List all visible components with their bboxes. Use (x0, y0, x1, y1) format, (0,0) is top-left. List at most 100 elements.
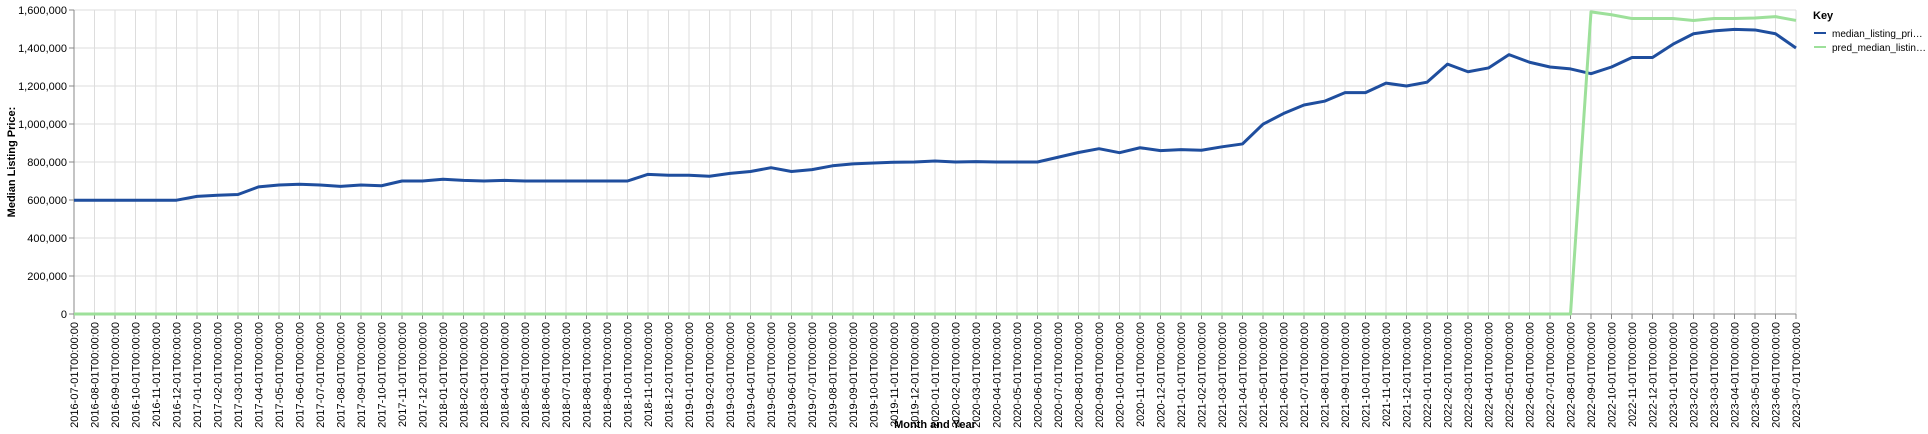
x-tick-label: 2021-05-01T00:00:00 (1258, 322, 1270, 428)
x-tick-label: 2023-07-01T00:00:00 (1791, 322, 1803, 428)
x-tick-label: 2017-07-01T00:00:00 (315, 322, 327, 428)
x-tick-label: 2019-05-01T00:00:00 (766, 322, 778, 428)
x-tick-label: 2017-02-01T00:00:00 (213, 322, 225, 428)
x-tick-label: 2018-11-01T00:00:00 (643, 322, 655, 427)
x-tick-label: 2018-06-01T00:00:00 (541, 322, 553, 428)
x-tick-label: 2017-12-01T00:00:00 (418, 322, 430, 428)
x-tick-label: 2019-07-01T00:00:00 (807, 322, 819, 428)
x-tick-label: 2020-12-01T00:00:00 (1156, 322, 1168, 428)
legend: Key median_listing_pri… pred_median_listi… (1813, 10, 1926, 54)
x-tick-label: 2023-04-01T00:00:00 (1730, 322, 1742, 428)
x-tick-label: 2020-08-01T00:00:00 (1074, 322, 1086, 428)
x-tick-label: 2022-07-01T00:00:00 (1545, 322, 1557, 428)
gridlines (73, 9, 1797, 315)
x-tick-label: 2021-06-01T00:00:00 (1279, 322, 1291, 428)
x-tick-label: 2018-03-01T00:00:00 (479, 322, 491, 428)
x-tick-label: 2022-12-01T00:00:00 (1648, 322, 1660, 428)
x-tick-label: 2023-01-01T00:00:00 (1668, 322, 1680, 428)
x-tick-label: 2020-11-01T00:00:00 (1135, 322, 1147, 427)
x-tick-label: 2020-07-01T00:00:00 (1053, 322, 1065, 428)
y-tick-label: 1,600,000 (18, 5, 67, 17)
x-tick-label: 2022-04-01T00:00:00 (1484, 322, 1496, 428)
x-tick-label: 2020-02-01T00:00:00 (951, 322, 963, 428)
x-tick-label: 2017-10-01T00:00:00 (377, 322, 389, 428)
y-tick-label: 400,000 (27, 233, 67, 245)
legend-title: Key (1813, 10, 1834, 22)
x-tick-label: 2021-09-01T00:00:00 (1340, 322, 1352, 428)
x-tick-label: 2022-01-01T00:00:00 (1422, 322, 1434, 428)
x-tick-label: 2023-02-01T00:00:00 (1689, 322, 1701, 428)
x-tick-label: 2020-10-01T00:00:00 (1115, 322, 1127, 428)
x-tick-label: 2016-11-01T00:00:00 (151, 322, 163, 427)
x-tick-label: 2019-12-01T00:00:00 (910, 322, 922, 428)
x-tick-label: 2017-04-01T00:00:00 (254, 322, 266, 428)
x-tick-label: 2022-08-01T00:00:00 (1566, 322, 1578, 428)
x-tick-label: 2018-10-01T00:00:00 (623, 322, 635, 428)
x-axis-ticks: 2016-07-01T00:00:00 2016-08-01T00:00:00 20… (69, 314, 1803, 428)
x-tick-label: 2020-05-01T00:00:00 (1012, 322, 1024, 428)
x-tick-label: 2020-03-01T00:00:00 (971, 322, 983, 428)
x-tick-label: 2019-04-01T00:00:00 (746, 322, 758, 428)
x-tick-label: 2019-09-01T00:00:00 (848, 322, 860, 428)
x-tick-label: 2022-10-01T00:00:00 (1607, 322, 1619, 428)
x-tick-label: 2023-03-01T00:00:00 (1709, 322, 1721, 428)
x-tick-label: 2016-09-01T00:00:00 (110, 322, 122, 428)
series-line-1 (74, 10, 1797, 316)
y-tick-label: 1,400,000 (18, 43, 67, 55)
x-tick-label: 2019-06-01T00:00:00 (787, 322, 799, 428)
legend-label: pred_median_listin… (1832, 43, 1926, 54)
x-tick-label: 2023-06-01T00:00:00 (1771, 322, 1783, 428)
y-tick-label: 1,200,000 (18, 81, 67, 93)
x-tick-label: 2022-09-01T00:00:00 (1586, 322, 1598, 428)
x-tick-label: 2019-02-01T00:00:00 (705, 322, 717, 428)
series-line-0 (74, 27, 1797, 202)
x-tick-label: 2021-07-01T00:00:00 (1299, 322, 1311, 428)
x-tick-label: 2018-04-01T00:00:00 (500, 322, 512, 428)
x-tick-label: 2021-03-01T00:00:00 (1217, 322, 1229, 428)
x-axis-title: Month and Year (894, 419, 976, 431)
x-tick-label: 2017-01-01T00:00:00 (192, 322, 204, 428)
y-tick-label: 600,000 (27, 195, 67, 207)
x-tick-label: 2019-03-01T00:00:00 (725, 322, 737, 428)
x-tick-label: 2018-12-01T00:00:00 (664, 322, 676, 428)
x-tick-label: 2021-12-01T00:00:00 (1402, 322, 1414, 428)
x-tick-label: 2022-05-01T00:00:00 (1504, 322, 1516, 428)
x-tick-label: 2021-02-01T00:00:00 (1197, 322, 1209, 428)
x-tick-label: 2017-03-01T00:00:00 (233, 322, 245, 428)
x-tick-label: 2019-01-01T00:00:00 (684, 322, 696, 428)
x-tick-label: 2018-05-01T00:00:00 (520, 322, 532, 428)
y-axis-ticks: 0 200,000 400,000 600,000 800,000 1,000,000 1,… (18, 5, 74, 321)
x-tick-label: 2017-05-01T00:00:00 (274, 322, 286, 428)
x-tick-label: 2022-06-01T00:00:00 (1525, 322, 1537, 428)
x-tick-label: 2022-03-01T00:00:00 (1463, 322, 1475, 428)
x-tick-label: 2017-11-01T00:00:00 (397, 322, 409, 427)
y-tick-label: 1,000,000 (18, 119, 67, 131)
x-tick-label: 2018-01-01T00:00:00 (438, 322, 450, 428)
series-lines (74, 10, 1797, 316)
y-axis-title: Median Listing Price: (6, 107, 18, 218)
x-tick-label: 2016-10-01T00:00:00 (131, 322, 143, 428)
x-tick-label: 2017-06-01T00:00:00 (295, 322, 307, 428)
x-tick-label: 2016-08-01T00:00:00 (90, 322, 102, 428)
x-tick-label: 2019-08-01T00:00:00 (828, 322, 840, 428)
y-tick-label: 0 (61, 309, 67, 321)
x-tick-label: 2019-10-01T00:00:00 (869, 322, 881, 428)
x-tick-label: 2021-11-01T00:00:00 (1381, 322, 1393, 427)
x-tick-label: 2018-09-01T00:00:00 (602, 322, 614, 428)
x-tick-label: 2022-11-01T00:00:00 (1627, 322, 1639, 427)
x-tick-label: 2021-01-01T00:00:00 (1176, 322, 1188, 428)
x-tick-label: 2017-09-01T00:00:00 (356, 322, 368, 428)
legend-label: median_listing_pri… (1832, 29, 1923, 40)
y-tick-label: 800,000 (27, 157, 67, 169)
x-tick-label: 2022-02-01T00:00:00 (1443, 322, 1455, 428)
x-tick-label: 2016-12-01T00:00:00 (172, 322, 184, 428)
x-tick-label: 2020-04-01T00:00:00 (992, 322, 1004, 428)
x-tick-label: 2020-06-01T00:00:00 (1033, 322, 1045, 428)
x-tick-label: 2021-10-01T00:00:00 (1361, 322, 1373, 428)
x-tick-label: 2018-07-01T00:00:00 (561, 322, 573, 428)
x-tick-label: 2018-02-01T00:00:00 (459, 322, 471, 428)
x-tick-label: 2019-11-01T00:00:00 (889, 322, 901, 427)
y-tick-label: 200,000 (27, 271, 67, 283)
x-tick-label: 2018-08-01T00:00:00 (582, 322, 594, 428)
